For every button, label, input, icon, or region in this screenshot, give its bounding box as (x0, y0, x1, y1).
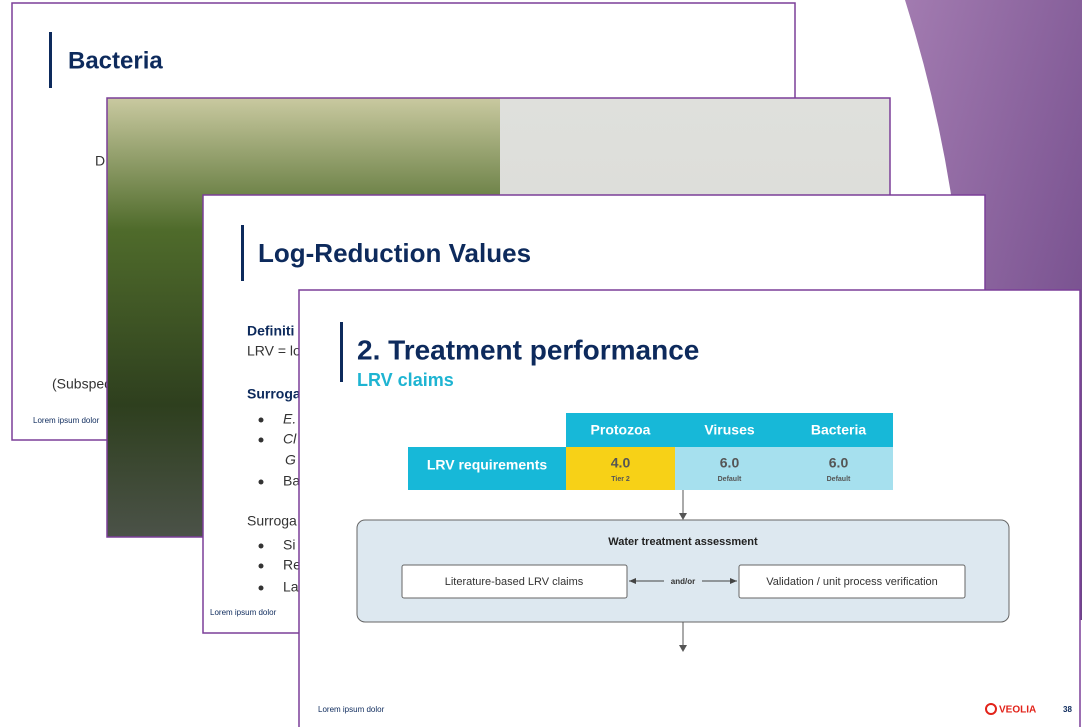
row-header: LRV requirements (427, 457, 548, 473)
slide-title: 2. Treatment performance (357, 334, 699, 365)
cell-value: 4.0 (611, 455, 631, 471)
cell-value: 6.0 (720, 455, 740, 471)
page: Bacteria D (Subspec Lorem ipsum dolor Lo… (0, 0, 1082, 727)
bullet-text: Cl (283, 431, 297, 447)
cell-value: 6.0 (829, 455, 849, 471)
bullet-text: La (283, 579, 299, 595)
heading: Surroga (247, 513, 297, 529)
text: LRV = lo (247, 343, 301, 359)
column-header: Viruses (704, 422, 755, 438)
title-bar (340, 322, 343, 382)
connector-label: and/or (671, 577, 695, 586)
slide-title: Bacteria (68, 47, 163, 74)
page-number: 38 (1063, 705, 1072, 714)
bullet (259, 564, 264, 569)
slide-subtitle: LRV claims (357, 370, 454, 390)
slide-title: Log-Reduction Values (258, 238, 531, 268)
logo: VEOLIA (999, 705, 1036, 716)
cell-note: Default (718, 476, 742, 483)
bullet (259, 418, 264, 423)
bullet-text: Si (283, 537, 295, 553)
cell-note: Default (827, 476, 851, 483)
bullet (259, 480, 264, 485)
bullet-text: Ba (283, 473, 300, 489)
footer: Lorem ipsum dolor (33, 416, 100, 425)
column-header: Protozoa (591, 422, 651, 438)
title-bar (49, 32, 52, 88)
heading: Definiti (247, 323, 294, 339)
bullet-text: E. (283, 411, 296, 427)
bullet (259, 544, 264, 549)
column-header: Bacteria (811, 422, 866, 438)
bullet (259, 438, 264, 443)
title-bar (241, 225, 244, 281)
text-fragment: (Subspec (52, 376, 111, 392)
box-label: Validation / unit process verification (766, 576, 938, 588)
footer: Lorem ipsum dolor (318, 705, 385, 714)
text-fragment: D (95, 153, 105, 169)
bullet-text: G (285, 452, 296, 468)
assessment-title: Water treatment assessment (608, 536, 758, 548)
cell-note: Tier 2 (611, 476, 630, 483)
box-label: Literature-based LRV claims (445, 576, 584, 588)
bullet (259, 586, 264, 591)
heading: Surroga (247, 386, 301, 402)
treatment-slide: 2. Treatment performance LRV claims LRV … (299, 290, 1080, 727)
screen: Bacteria D (Subspec Lorem ipsum dolor Lo… (0, 0, 1082, 727)
footer: Lorem ipsum dolor (210, 608, 277, 617)
